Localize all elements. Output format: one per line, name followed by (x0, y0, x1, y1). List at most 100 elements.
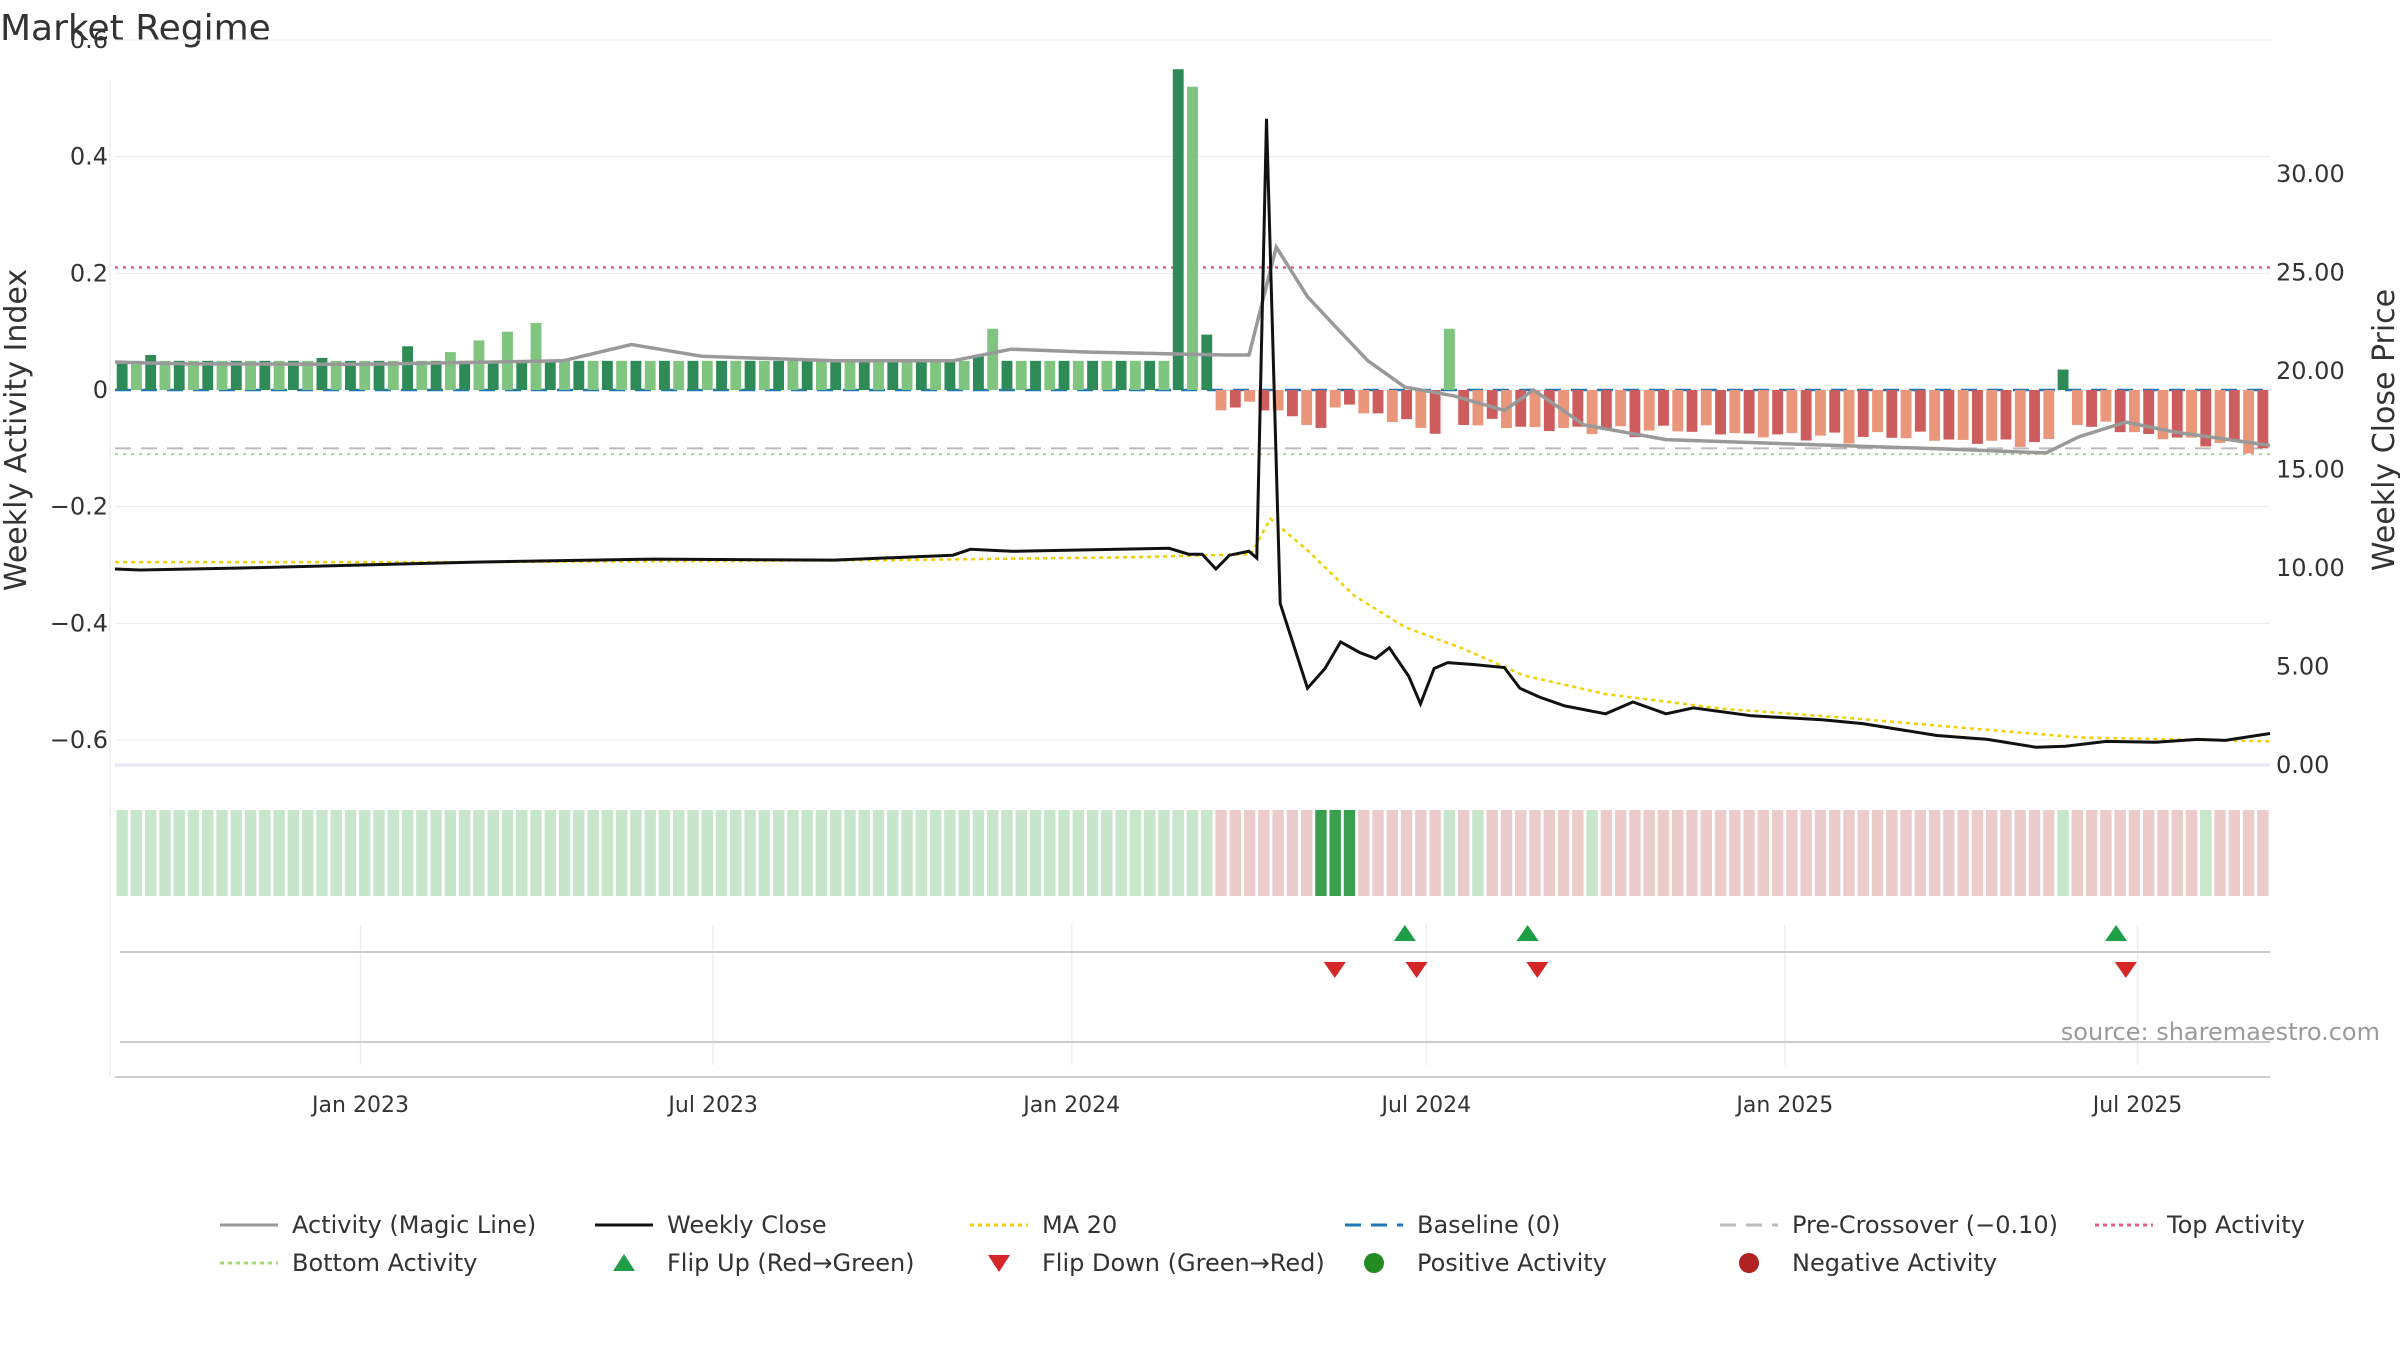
activity-bar (1615, 390, 1627, 427)
regime-cell (986, 810, 999, 896)
regime-cell (1629, 810, 1641, 896)
regime-cell (401, 810, 414, 896)
activity-bar (116, 360, 128, 390)
regime-cell (687, 810, 699, 896)
regime-cell (1457, 810, 1470, 896)
legend-item: Pre-Crossover (−0.10) (1720, 1211, 2058, 1239)
legend-label: Flip Up (Red→Green) (667, 1249, 915, 1277)
activity-bar (1886, 390, 1898, 438)
activity-bar (473, 340, 485, 390)
activity-bar (2128, 390, 2140, 433)
regime-cell (416, 810, 428, 896)
source-note: source: sharemaestro.com (2061, 1018, 2380, 1046)
regime-cell (587, 810, 599, 896)
activity-bar (1158, 360, 1170, 390)
regime-cell (2200, 810, 2212, 896)
regime-cell (1329, 810, 1341, 896)
activity-bar (2257, 390, 2269, 449)
legend-label: Activity (Magic Line) (292, 1211, 536, 1239)
activity-bar (1900, 390, 1912, 439)
regime-cell (1500, 810, 1513, 896)
legend-item: Top Activity (2095, 1211, 2305, 1239)
regime-cell (2185, 810, 2198, 896)
regime-cell (1101, 810, 1113, 896)
regime-cell (458, 810, 471, 896)
activity-bar (1872, 390, 1883, 433)
regime-cell (1714, 810, 1727, 896)
activity-bar (616, 360, 628, 390)
activity-bar (1600, 390, 1612, 430)
activity-bar (544, 360, 556, 390)
activity-bar (130, 360, 142, 390)
regime-cell (2157, 810, 2169, 896)
regime-cell (1272, 810, 1284, 896)
regime-cell (844, 810, 856, 896)
legend-label: Flip Down (Green→Red) (1042, 1249, 1325, 1277)
regime-cell (958, 810, 970, 896)
regime-cell (187, 810, 200, 896)
activity-bar (901, 360, 913, 390)
regime-cell (1129, 810, 1142, 896)
regime-cell (730, 810, 742, 896)
regime-cell (473, 810, 485, 896)
activity-bar (273, 360, 285, 390)
regime-cell (1186, 810, 1199, 896)
activity-bar (145, 355, 157, 390)
regime-cell (615, 810, 628, 896)
legend-item: Positive Activity (1364, 1249, 1607, 1277)
activity-bar (2186, 390, 2197, 438)
activity-bar (459, 360, 471, 390)
activity-bar (773, 360, 785, 390)
legend-item: MA 20 (970, 1211, 1117, 1239)
flip-markers (120, 925, 2270, 978)
activity-bar (287, 360, 299, 390)
regime-cell (1586, 810, 1598, 896)
regime-cell (1086, 810, 1099, 896)
regime-cell (2171, 810, 2183, 896)
regime-cell (1686, 810, 1698, 896)
regime-cell (815, 810, 828, 896)
regime-cell (359, 810, 371, 896)
activity-bar (1643, 390, 1655, 431)
activity-bar (573, 360, 585, 390)
flip-up-marker (1393, 925, 1416, 941)
right-tick-label: 25.00 (2276, 259, 2345, 287)
activity-bar (1401, 390, 1412, 420)
flip-down-marker (1323, 962, 1346, 978)
regime-cell (715, 810, 728, 896)
activity-bar (915, 360, 927, 390)
legend-label: Weekly Close (667, 1211, 827, 1239)
chart-title: Market Regime (0, 8, 271, 49)
regime-cell (173, 810, 185, 896)
regime-cell (1058, 810, 1070, 896)
regime-cell (1786, 810, 1798, 896)
activity-bar (1443, 328, 1455, 390)
flip-down-marker (1526, 962, 1549, 978)
regime-cell (2043, 810, 2055, 896)
regime-cell (1229, 810, 1242, 896)
right-tick-label: 5.00 (2276, 653, 2329, 681)
activity-bar (1415, 390, 1427, 428)
activity-bar (1800, 390, 1812, 441)
weekly-close-line (114, 118, 2271, 749)
regime-cell (501, 810, 514, 896)
activity-bars (116, 69, 2269, 454)
legend-label: Bottom Activity (292, 1249, 477, 1277)
regime-cell (487, 810, 499, 896)
regime-cell (2114, 810, 2126, 896)
activity-bar (1372, 390, 1384, 414)
regime-cell (1886, 810, 1898, 896)
regime-cell (1743, 810, 1755, 896)
regime-cell (1515, 810, 1527, 896)
activity-bar (1786, 390, 1798, 434)
left-tick-label: 0.2 (70, 259, 108, 287)
regime-cell (2014, 810, 2026, 896)
activity-bar (530, 322, 542, 390)
regime-cell (116, 810, 128, 896)
regime-cell (1914, 810, 1927, 896)
activity-bar (1286, 390, 1298, 417)
activity-bar (1244, 390, 1256, 402)
activity-bar (1943, 390, 1955, 440)
left-tick-label: 0.6 (70, 26, 108, 54)
legend-label: MA 20 (1042, 1211, 1117, 1239)
